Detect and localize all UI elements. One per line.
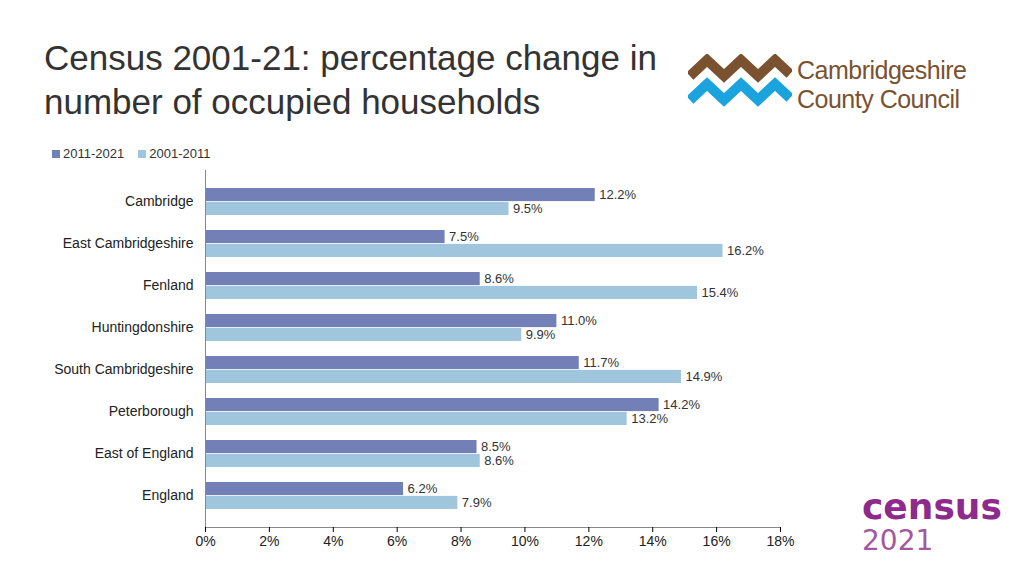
svg-text:14.9%: 14.9%: [685, 369, 722, 384]
svg-text:6.2%: 6.2%: [408, 481, 438, 496]
svg-text:13.2%: 13.2%: [631, 411, 668, 426]
html-text:County Council: County Council: [797, 85, 960, 113]
svg-text:10%: 10%: [511, 533, 539, 549]
svg-text:9.9%: 9.9%: [526, 327, 556, 342]
svg-text:14.2%: 14.2%: [663, 397, 700, 412]
svg-text:14%: 14%: [639, 533, 667, 549]
html-text:Census 2001-21: percentage cha: Census 2001-21: percentage change in num…: [44, 38, 657, 121]
html-text:Cambridgeshire: Cambridgeshire: [797, 56, 967, 84]
svg-text:8.6%: 8.6%: [484, 453, 514, 468]
svg-text:6%: 6%: [387, 533, 407, 549]
svg-text:7.9%: 7.9%: [462, 495, 492, 510]
svg-text:8.6%: 8.6%: [484, 271, 514, 286]
svg-text:4%: 4%: [323, 533, 343, 549]
svg-text:15.4%: 15.4%: [701, 285, 738, 300]
html-text:2011-2021: 2011-2021: [63, 146, 125, 161]
svg-text:9.5%: 9.5%: [513, 201, 543, 216]
svg-text:12.2%: 12.2%: [599, 187, 636, 202]
svg-text:East of England: East of England: [95, 445, 194, 461]
html-text:2021: 2021: [862, 524, 934, 557]
svg-text:Cambridge: Cambridge: [125, 193, 194, 209]
svg-text:South Cambridgeshire: South Cambridgeshire: [54, 361, 194, 377]
svg-text:11.0%: 11.0%: [561, 313, 597, 328]
svg-text:12%: 12%: [575, 533, 603, 549]
svg-text:East Cambridgeshire: East Cambridgeshire: [63, 235, 194, 251]
svg-text:Fenland: Fenland: [143, 277, 194, 293]
html-text:2001-2011: 2001-2011: [149, 146, 211, 161]
svg-text:2%: 2%: [259, 533, 279, 549]
svg-text:18%: 18%: [766, 533, 794, 549]
svg-text:0%: 0%: [195, 533, 215, 549]
svg-text:England: England: [142, 487, 193, 503]
html-text:census: census: [862, 486, 1002, 527]
svg-text:16.2%: 16.2%: [727, 243, 764, 258]
svg-text:11.7%: 11.7%: [583, 355, 619, 370]
svg-text:7.5%: 7.5%: [449, 229, 479, 244]
svg-text:Huntingdonshire: Huntingdonshire: [92, 319, 194, 335]
svg-text:16%: 16%: [703, 533, 731, 549]
svg-text:Peterborough: Peterborough: [109, 403, 194, 419]
svg-text:8.5%: 8.5%: [481, 439, 511, 454]
svg-text:8%: 8%: [451, 533, 471, 549]
